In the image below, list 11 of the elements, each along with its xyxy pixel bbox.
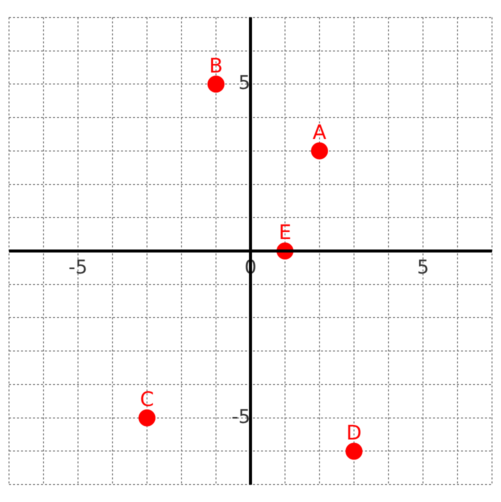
point bbox=[208, 76, 224, 93]
annotation: C bbox=[140, 387, 154, 412]
point bbox=[346, 442, 362, 460]
point bbox=[138, 409, 156, 426]
x-tick-label: 5 bbox=[416, 256, 430, 278]
point bbox=[311, 142, 328, 160]
x-tick-label: -5 bbox=[68, 256, 88, 278]
annotation: B bbox=[209, 53, 223, 78]
annotation: D bbox=[346, 420, 362, 444]
annotation: A bbox=[312, 120, 327, 144]
annotation: E bbox=[278, 220, 292, 244]
